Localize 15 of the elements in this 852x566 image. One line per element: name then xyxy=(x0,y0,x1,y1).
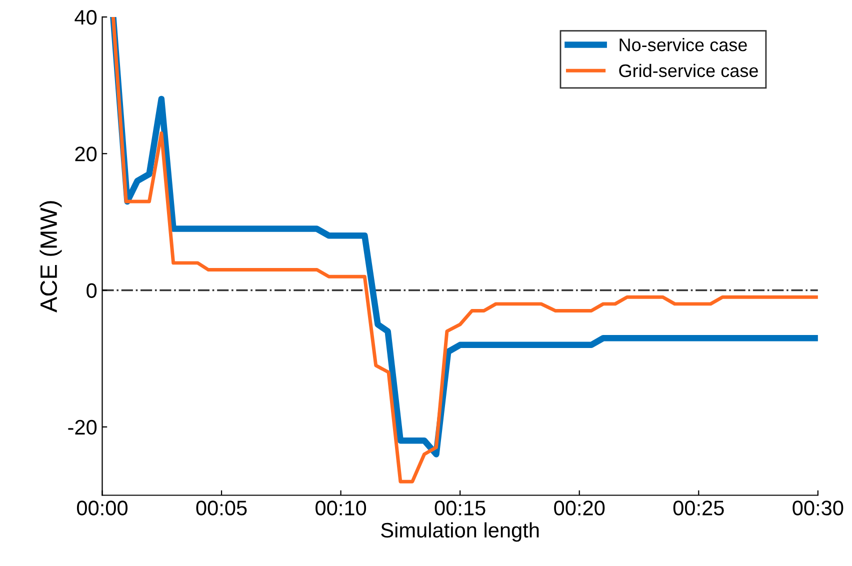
x-tick-label: 00:30 xyxy=(792,500,844,516)
x-axis-title: Simulation length xyxy=(381,522,539,542)
y-tick-label: 0 xyxy=(86,283,97,298)
legend-label: Grid-service case xyxy=(619,64,758,78)
y-axis-title: ACE (MW) xyxy=(40,201,62,312)
x-tick-label: 00:05 xyxy=(196,500,247,516)
y-tick-label: 20 xyxy=(75,146,97,162)
y-tick-label: 40 xyxy=(74,10,97,25)
y-tick-label: -20 xyxy=(68,420,97,435)
x-tick-label: 00:15 xyxy=(434,500,486,516)
x-tick-label: 00:25 xyxy=(673,500,724,516)
x-tick-label: 00:10 xyxy=(316,500,366,516)
x-tick-label: 00:20 xyxy=(554,500,605,516)
x-tick-label: 00:00 xyxy=(76,500,128,516)
legend-label: No-service case xyxy=(620,38,747,52)
